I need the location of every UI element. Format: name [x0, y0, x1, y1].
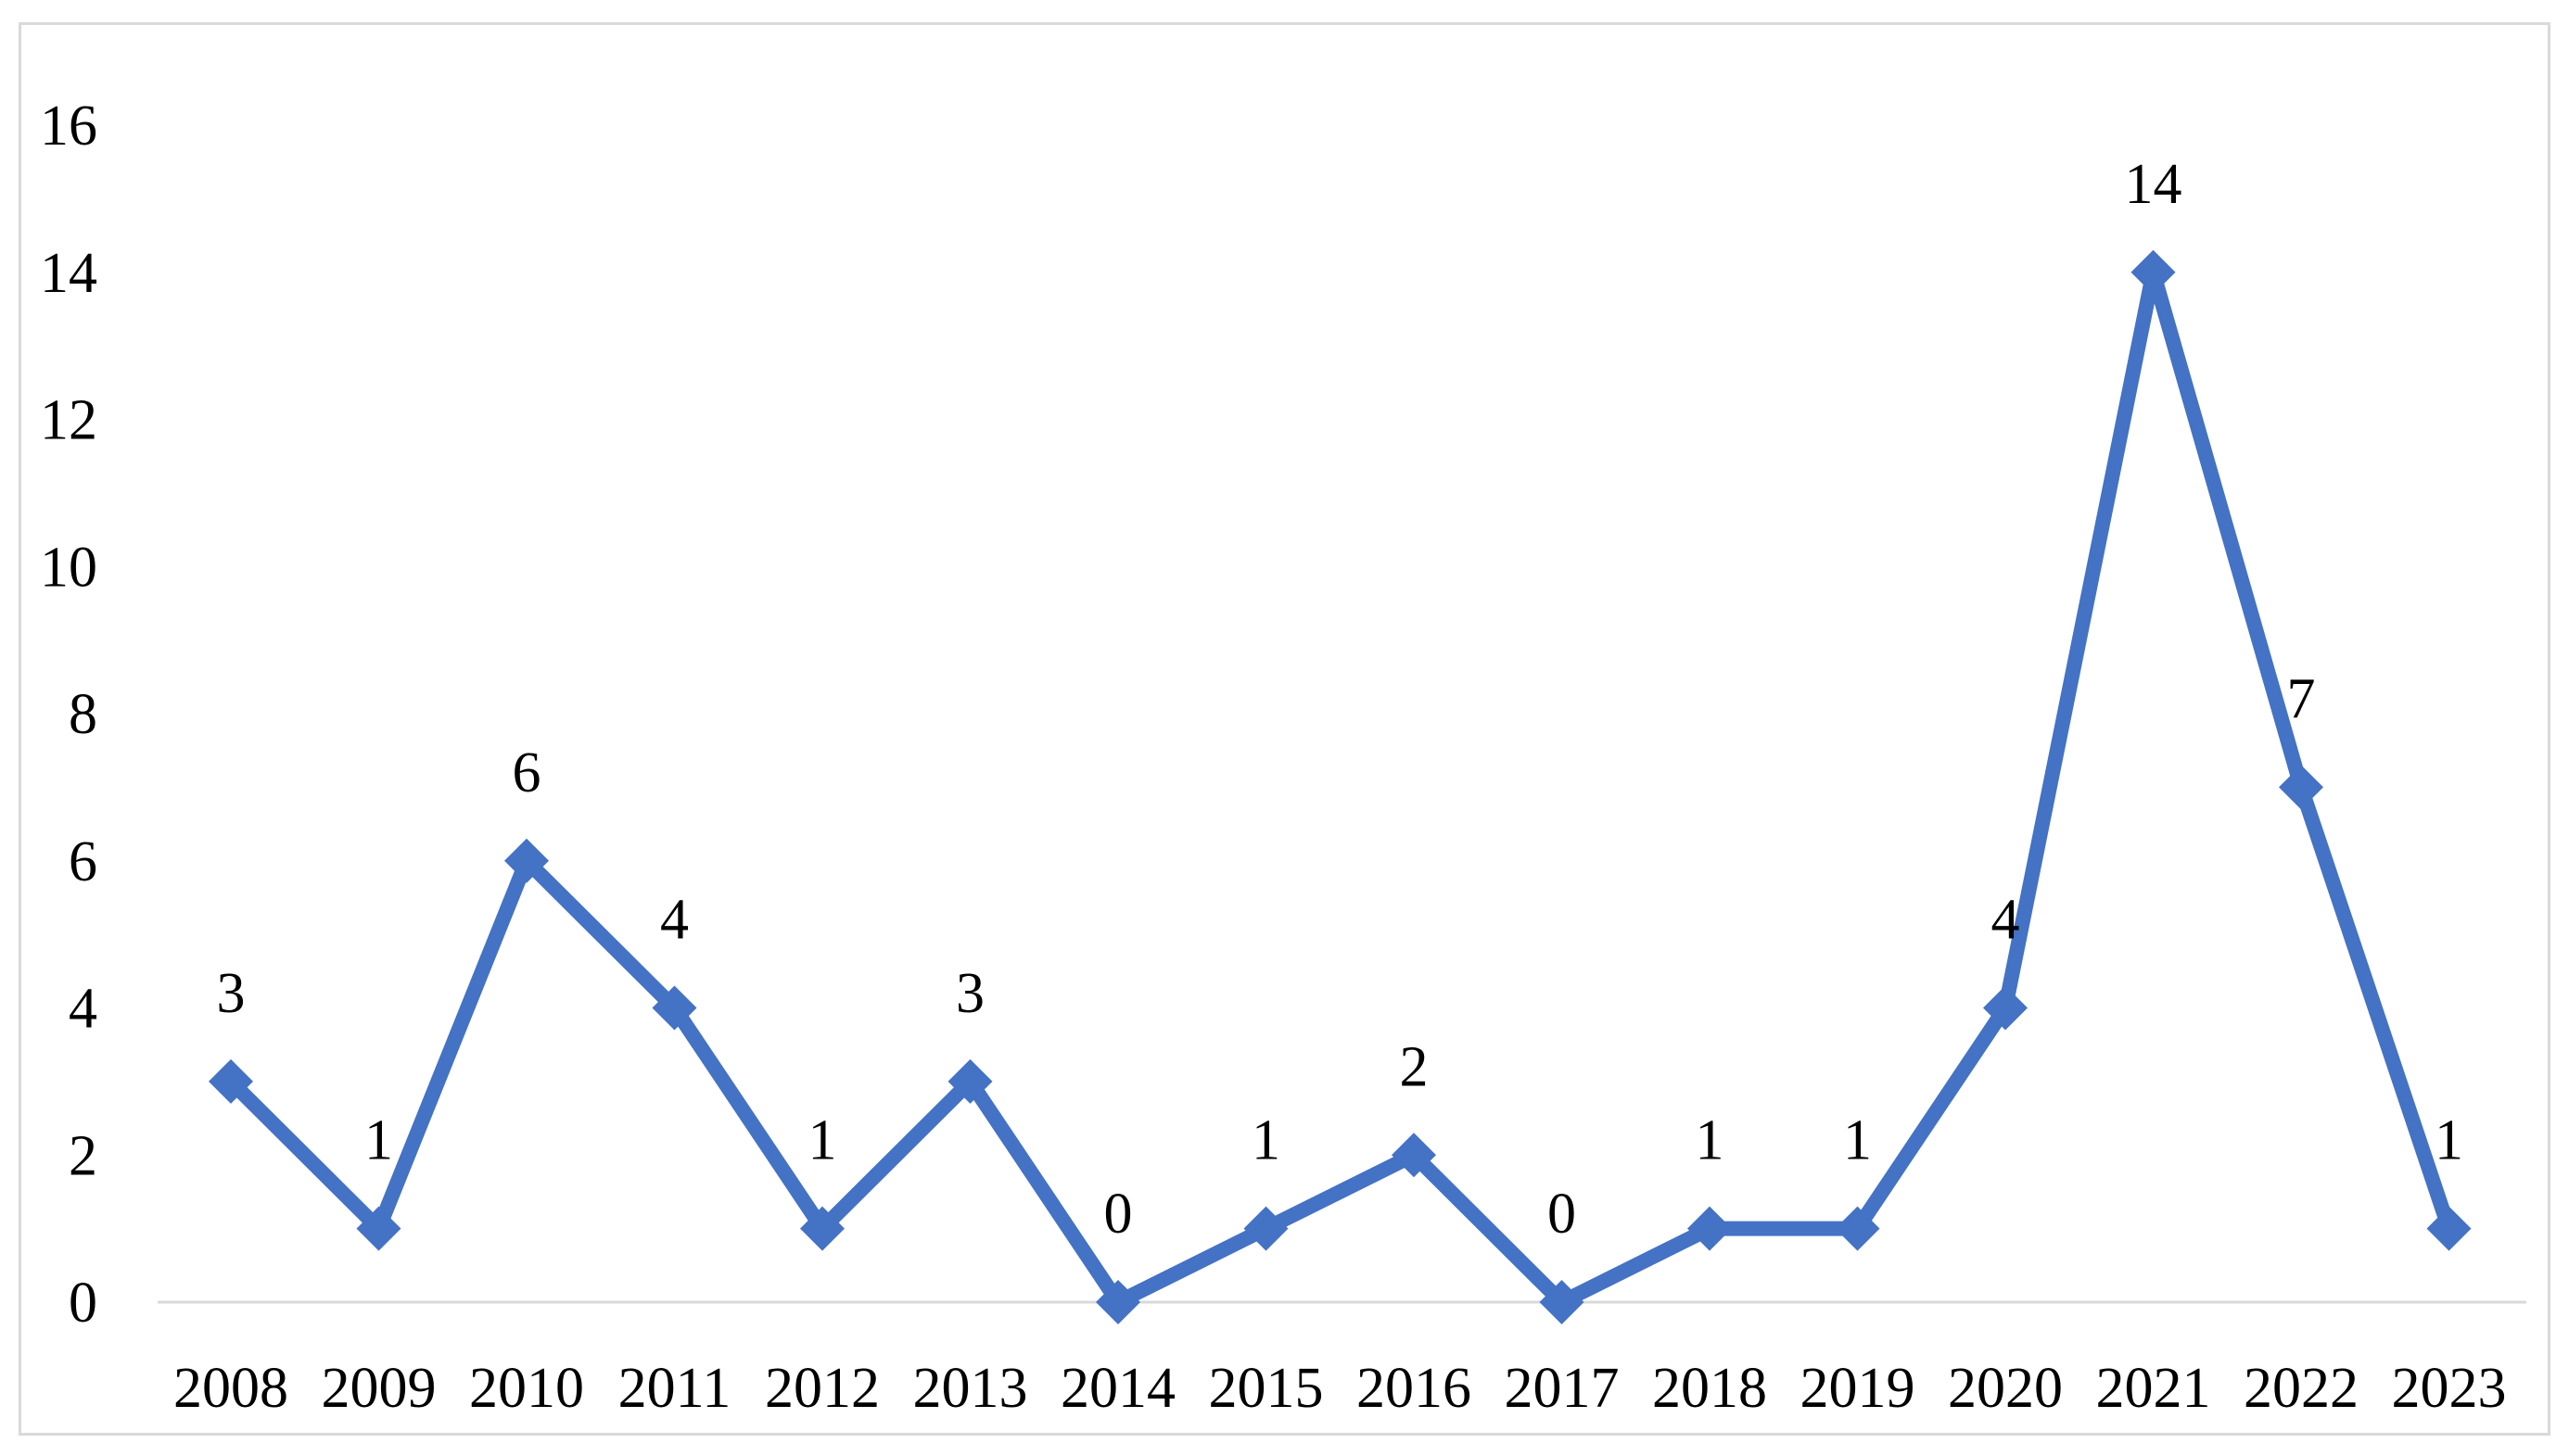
- data-point-marker: [652, 985, 697, 1031]
- data-label: 3: [956, 962, 985, 1025]
- data-point-marker: [504, 838, 549, 883]
- y-tick-label: 0: [69, 1272, 97, 1335]
- data-label: 1: [808, 1109, 837, 1172]
- y-tick-label: 2: [69, 1124, 97, 1187]
- data-point-marker: [209, 1058, 253, 1104]
- y-tick-label: 10: [40, 536, 97, 599]
- data-label: 1: [1252, 1109, 1280, 1172]
- data-label: 1: [2435, 1109, 2463, 1172]
- chart-frame: [19, 22, 2550, 1436]
- data-point-marker: [1983, 985, 2028, 1031]
- data-label: 0: [1104, 1183, 1133, 1246]
- data-label: 2: [1400, 1035, 1429, 1098]
- data-point-marker: [356, 1206, 401, 1251]
- data-label: 4: [1991, 889, 2020, 952]
- x-tick-label: 2022: [2244, 1357, 2359, 1420]
- data-point-marker: [1243, 1206, 1289, 1251]
- x-tick-label: 2011: [618, 1357, 731, 1420]
- data-point-marker: [2130, 249, 2176, 295]
- data-point-marker: [947, 1058, 993, 1104]
- x-tick-label: 2015: [1209, 1357, 1324, 1420]
- data-point-marker: [800, 1206, 845, 1251]
- data-label: 4: [660, 889, 689, 952]
- data-point-marker: [1835, 1206, 1880, 1251]
- x-tick-label: 2020: [1948, 1357, 2063, 1420]
- data-label: 7: [2287, 667, 2316, 730]
- x-tick-label: 2017: [1505, 1357, 1620, 1420]
- x-tick-label: 2014: [1061, 1357, 1176, 1420]
- data-label: 1: [1843, 1109, 1872, 1172]
- y-tick-label: 6: [69, 830, 97, 893]
- x-axis-labels: 2008 2009 2010 2011 2012 2013 2014 2015 2016 2017…: [173, 1357, 2507, 1420]
- series-markers: [209, 249, 2472, 1324]
- data-point-marker: [2426, 1206, 2472, 1251]
- y-tick-label: 12: [40, 389, 97, 452]
- data-point-marker: [2279, 765, 2323, 810]
- y-tick-label: 14: [40, 242, 97, 305]
- data-point-marker: [1392, 1133, 1436, 1178]
- data-label: 6: [513, 741, 541, 804]
- data-label: 1: [1696, 1109, 1724, 1172]
- y-tick-label: 16: [40, 95, 97, 158]
- y-tick-label: 4: [69, 978, 97, 1041]
- x-tick-label: 2019: [1800, 1357, 1915, 1420]
- x-tick-label: 2021: [2096, 1357, 2211, 1420]
- y-tick-label: 8: [69, 683, 97, 746]
- data-label: 1: [364, 1109, 393, 1172]
- series-line: [223, 264, 2457, 1310]
- x-tick-label: 2012: [765, 1357, 880, 1420]
- data-point-marker: [1687, 1206, 1732, 1251]
- x-tick-label: 2010: [469, 1357, 584, 1420]
- data-label: 0: [1547, 1183, 1576, 1246]
- data-label: 14: [2125, 153, 2182, 216]
- y-axis-labels: 0 2 4 6 8 10 12 14 16: [40, 95, 97, 1335]
- x-tick-label: 2013: [913, 1357, 1028, 1420]
- data-label: 3: [217, 962, 246, 1025]
- data-point-marker: [1096, 1280, 1140, 1324]
- x-tick-label: 2016: [1356, 1357, 1471, 1420]
- x-tick-label: 2009: [322, 1357, 437, 1420]
- x-tick-label: 2023: [2392, 1357, 2507, 1420]
- x-tick-label: 2018: [1652, 1357, 1767, 1420]
- data-point-marker: [1539, 1280, 1584, 1324]
- x-tick-label: 2008: [173, 1357, 288, 1420]
